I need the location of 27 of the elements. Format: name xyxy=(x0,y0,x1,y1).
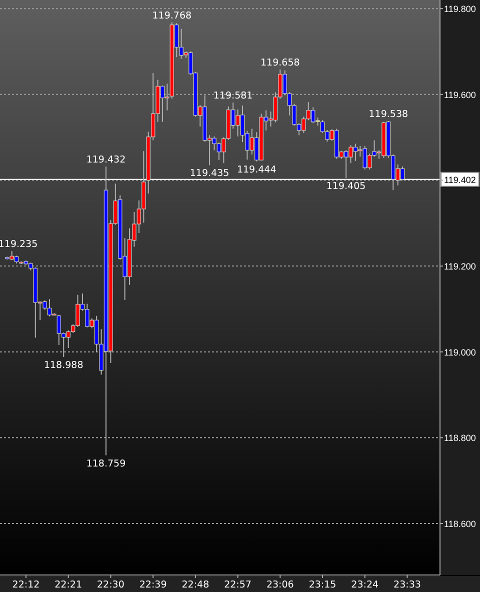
y-tick-label: 118.600 xyxy=(444,519,476,530)
y-tick-label: 119.000 xyxy=(444,347,476,358)
x-tick-label: 22:48 xyxy=(182,580,210,590)
x-tick-label: 23:24 xyxy=(351,580,379,590)
annotation: 118.759 xyxy=(86,458,126,470)
y-tick-label: 119.600 xyxy=(444,90,476,100)
annotation: 119.435 xyxy=(190,168,230,180)
x-tick-label: 23:06 xyxy=(266,580,294,590)
annotation: 119.432 xyxy=(86,154,126,166)
annotation: 118.988 xyxy=(44,360,84,372)
x-tick-label: 22:57 xyxy=(224,580,252,590)
y-tick-label: 118.800 xyxy=(444,433,476,444)
ref-line-label: 119.402 xyxy=(444,174,476,185)
annotation: 119.538 xyxy=(368,109,408,120)
annotation: 119.405 xyxy=(326,181,366,192)
y-tick-label: 119.200 xyxy=(444,262,476,272)
x-tick-label: 22:30 xyxy=(97,580,124,590)
x-tick-label: 22:39 xyxy=(139,580,167,590)
x-tick-label: 23:15 xyxy=(308,580,336,590)
y-tick-label: 119.800 xyxy=(444,4,476,14)
annotation: 119.658 xyxy=(260,58,300,69)
x-tick-label: 23:33 xyxy=(394,580,421,590)
annotation: 119.444 xyxy=(236,164,276,176)
annotation: 119.768 xyxy=(152,10,192,22)
x-tick-label: 22:21 xyxy=(54,580,82,590)
annotation: 119.581 xyxy=(213,90,253,102)
x-tick-label: 22:12 xyxy=(12,580,40,590)
